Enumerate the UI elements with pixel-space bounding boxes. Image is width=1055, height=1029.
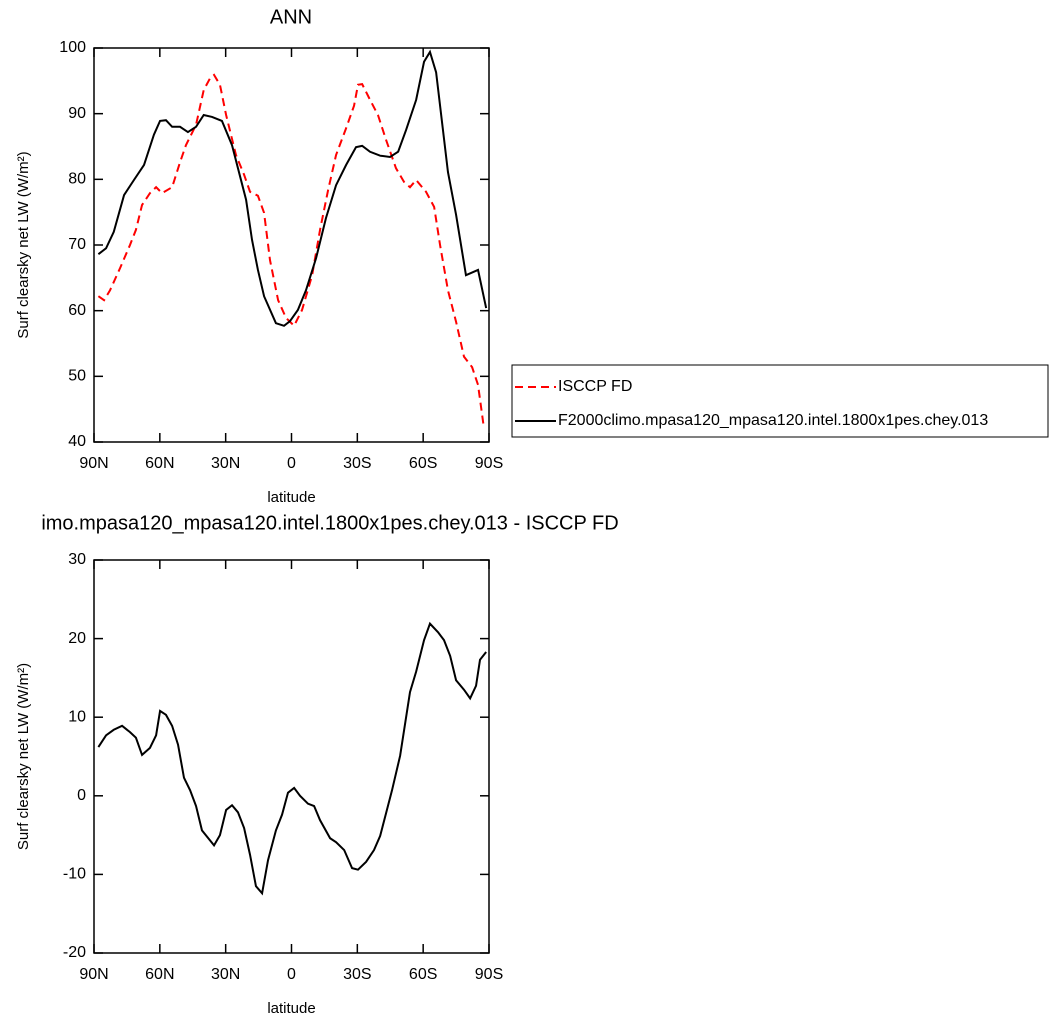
legend-label: ISCCP FD xyxy=(558,378,632,395)
x-tick-label: 90N xyxy=(79,455,108,472)
y-tick-label: -20 xyxy=(63,944,86,961)
x-tick-label: 60N xyxy=(145,455,174,472)
y-tick-label: -10 xyxy=(63,866,86,883)
plot-frame xyxy=(93,559,490,954)
x-tick-label: 30S xyxy=(343,966,371,983)
y-tick-label: 30 xyxy=(68,551,86,568)
y-tick-label: 80 xyxy=(68,171,86,188)
x-tick-label: 0 xyxy=(287,455,296,472)
y-tick-label: 10 xyxy=(68,708,86,725)
legend-box xyxy=(511,364,1049,438)
data-line xyxy=(97,73,485,429)
x-tick-label: 30N xyxy=(211,455,240,472)
x-tick-label: 60S xyxy=(409,455,437,472)
data-line xyxy=(97,621,487,896)
y-tick-label: 90 xyxy=(68,105,86,122)
y-tick-label: 0 xyxy=(77,787,86,804)
y-tick-label: 40 xyxy=(68,433,86,450)
y-axis-label: Surf clearsky net LW (W/m²) xyxy=(15,663,32,850)
x-tick-label: 30S xyxy=(343,455,371,472)
x-tick-label: 60S xyxy=(409,966,437,983)
plot-frame xyxy=(93,47,490,443)
x-tick-label: 0 xyxy=(287,966,296,983)
x-tick-label: 90S xyxy=(475,966,503,983)
x-tick-label: 90S xyxy=(475,455,503,472)
data-line xyxy=(97,49,488,327)
y-tick-label: 70 xyxy=(68,236,86,253)
x-tick-label: 30N xyxy=(211,966,240,983)
y-tick-label: 20 xyxy=(68,630,86,647)
legend-label: F2000climo.mpasa120_mpasa120.intel.1800x… xyxy=(558,412,988,429)
y-axis-label: Surf clearsky net LW (W/m²) xyxy=(15,151,32,338)
x-axis-label: latitude xyxy=(267,1000,315,1017)
x-tick-label: 90N xyxy=(79,966,108,983)
x-axis-label: latitude xyxy=(267,489,315,506)
y-tick-label: 60 xyxy=(68,302,86,319)
chart-title: ANN xyxy=(270,6,312,28)
x-tick-label: 60N xyxy=(145,966,174,983)
y-tick-label: 100 xyxy=(59,39,86,56)
chart-title: imo.mpasa120_mpasa120.intel.1800x1pes.ch… xyxy=(41,512,618,534)
y-tick-label: 50 xyxy=(68,368,86,385)
